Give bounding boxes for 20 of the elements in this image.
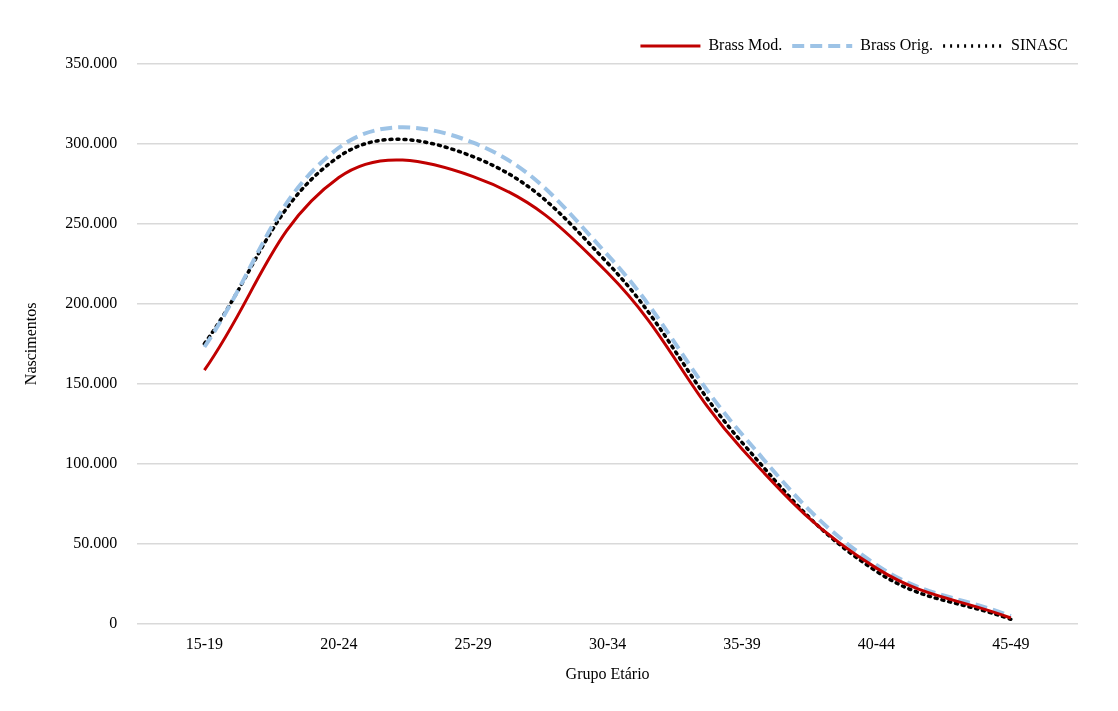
x-tick-label: 20-24	[320, 635, 358, 653]
y-tick-label: 250.000	[65, 214, 118, 232]
y-tick-label: 100.000	[65, 453, 118, 471]
y-tick-label: 0	[109, 613, 118, 631]
x-tick-label: 35-39	[723, 635, 761, 653]
x-tick-label: 40-44	[857, 635, 896, 653]
y-tick-label: 300.000	[65, 134, 118, 152]
legend-label: Brass Mod.	[708, 36, 783, 54]
y-tick-label: 150.000	[65, 373, 118, 391]
y-tick-label: 50.000	[73, 533, 118, 551]
y-axis-title: Nascimentos	[21, 302, 39, 386]
x-tick-label: 15-19	[185, 635, 224, 653]
legend-label: SINASC	[1011, 36, 1068, 54]
x-axis-title: Grupo Etário	[565, 664, 650, 683]
x-tick-label: 25-29	[454, 635, 492, 653]
x-tick-label: 30-34	[588, 635, 627, 653]
y-tick-label: 350.000	[65, 54, 118, 72]
x-tick-label: 45-49	[992, 635, 1030, 653]
legend-label: Brass Orig.	[860, 36, 934, 55]
y-tick-label: 200.000	[65, 294, 118, 312]
